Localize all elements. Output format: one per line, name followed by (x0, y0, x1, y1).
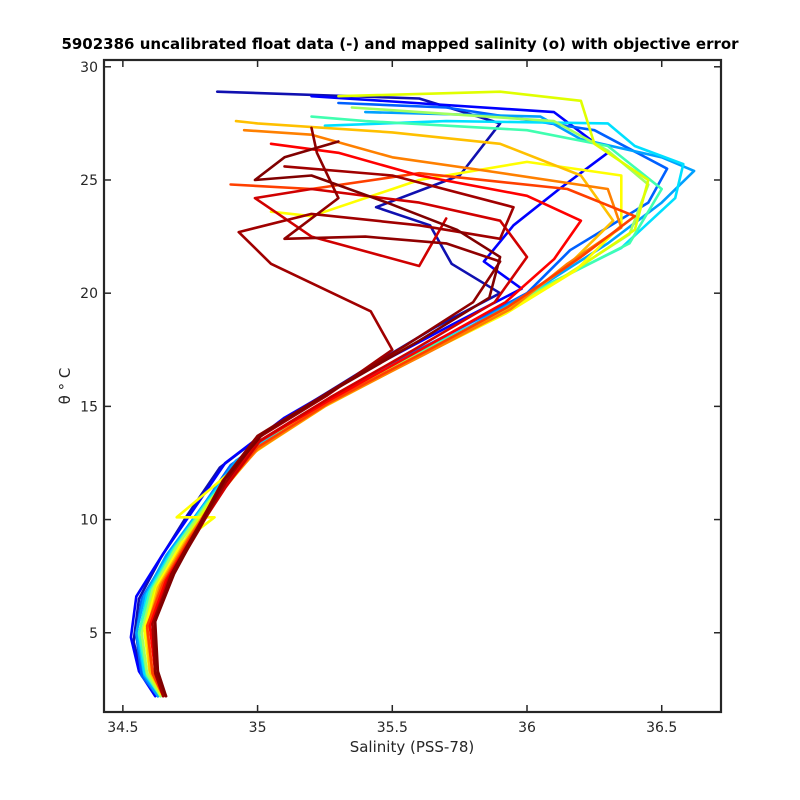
profile-line-12 (145, 171, 637, 698)
x-tick-label: 34.5 (107, 720, 138, 736)
profile-line-15 (151, 165, 515, 698)
profile-line-8 (143, 90, 650, 696)
profile-line-14 (151, 187, 529, 698)
profile-line-13 (148, 142, 583, 698)
chart-title: 5902386 uncalibrated float data (-) and … (61, 35, 739, 53)
x-axis-label: Salinity (PSS-78) (350, 738, 475, 756)
profile-line-5 (137, 119, 685, 698)
y-axis-label: θ ° C (56, 368, 74, 405)
profile-line-3 (135, 101, 669, 698)
y-tick-label: 10 (80, 513, 98, 529)
profile-line-17 (153, 140, 502, 698)
profile-line-16 (153, 126, 502, 698)
y-tick-label: 20 (80, 286, 98, 302)
profile-line-9 (143, 160, 623, 698)
y-tick-label: 25 (80, 173, 98, 189)
profile-line-11 (145, 128, 623, 698)
x-tick-label: 36 (518, 720, 536, 736)
profile-line-1 (132, 90, 502, 698)
y-tick-label: 5 (89, 626, 98, 642)
y-tick-label: 15 (80, 399, 98, 415)
ticks-group: 34.5 35 35.5 36 36.5 5 10 15 20 25 30 (80, 60, 721, 736)
x-tick-label: 36.5 (646, 720, 677, 736)
profiles-group (129, 90, 696, 698)
profile-line-6 (137, 115, 663, 698)
y-tick-label: 30 (80, 60, 98, 76)
plot-frame (102, 58, 723, 714)
profile-line-7 (140, 106, 650, 698)
x-tick-label: 35 (249, 720, 267, 736)
x-tick-label: 35.5 (377, 720, 408, 736)
